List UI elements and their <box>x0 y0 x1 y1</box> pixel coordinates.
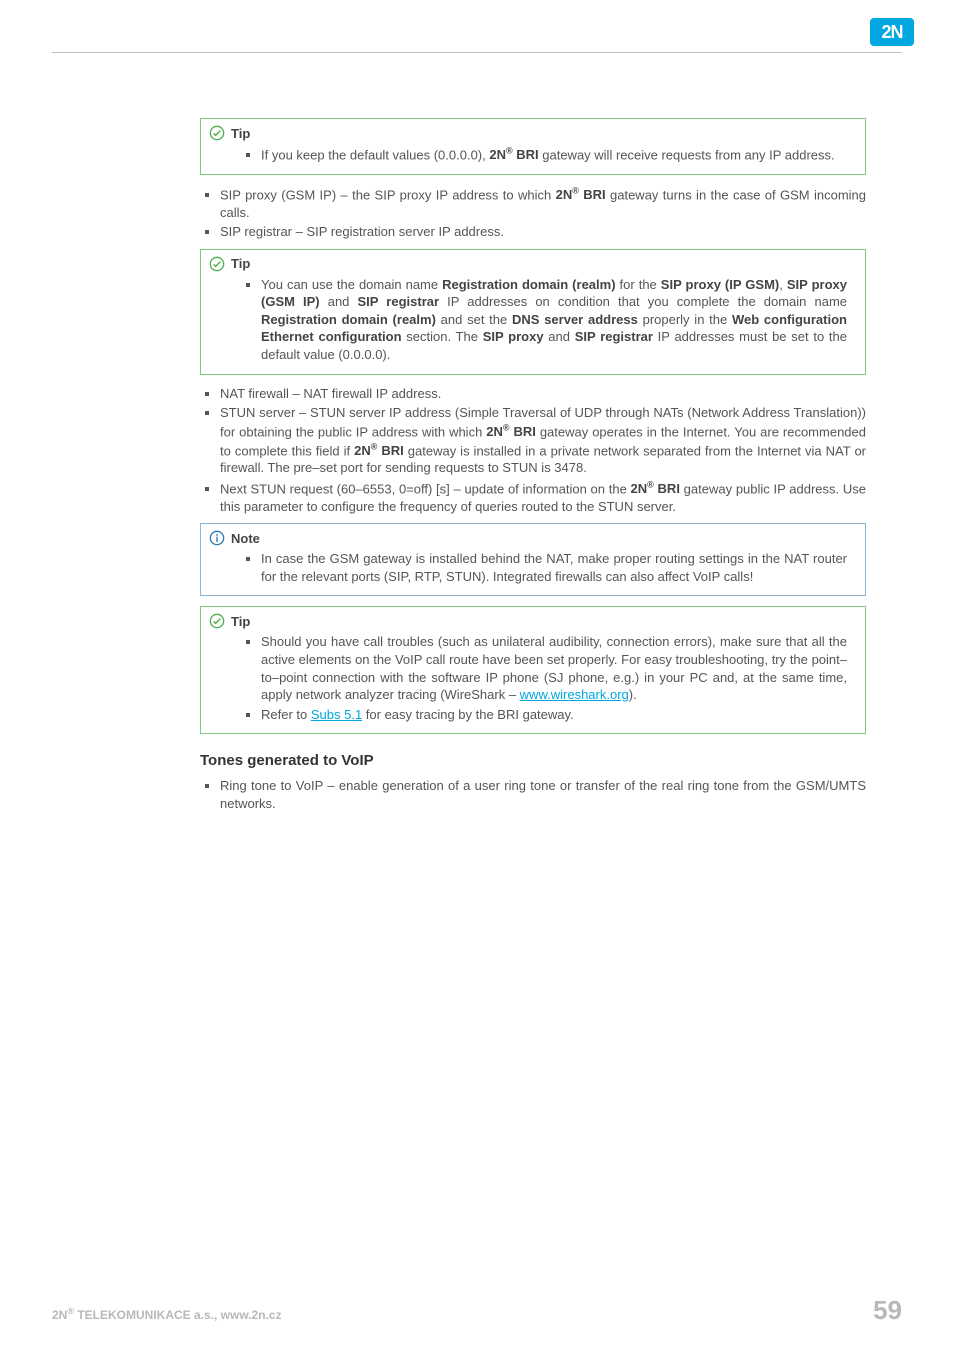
text: TELEKOMUNIKACE a.s., www.2n.cz <box>74 1308 282 1322</box>
text: SIP proxy (GSM IP) – the SIP proxy IP ad… <box>220 187 556 202</box>
text: You can use the domain name <box>261 277 442 292</box>
tip-label: Tip <box>231 126 250 141</box>
text: and <box>544 329 575 344</box>
tip-list: You can use the domain name Registration… <box>261 276 847 364</box>
text: gateway will receive requests from any I… <box>539 147 835 162</box>
registered-mark: ® <box>647 480 654 490</box>
list-item: Refer to Subs 5.1 for easy tracing by th… <box>261 706 847 724</box>
list-item: SIP registrar – SIP registration server … <box>220 223 866 241</box>
check-circle-icon <box>209 256 225 272</box>
text: SIP proxy (IP GSM) <box>661 277 779 292</box>
body-list: Ring tone to VoIP – enable generation of… <box>220 777 866 812</box>
text: 2N <box>52 1308 67 1322</box>
footer-left: 2N® TELEKOMUNIKACE a.s., www.2n.cz <box>52 1306 282 1322</box>
info-circle-icon <box>209 530 225 546</box>
check-circle-icon <box>209 125 225 141</box>
text: BRI <box>513 147 539 162</box>
callout-title: Tip <box>201 119 865 143</box>
brand-logo: 2N <box>870 18 914 46</box>
text: BRI <box>377 443 403 458</box>
body-list: NAT firewall – NAT firewall IP address. … <box>220 385 866 516</box>
body-list: SIP proxy (GSM IP) – the SIP proxy IP ad… <box>220 185 866 241</box>
section-heading: Tones generated to VoIP <box>200 752 866 769</box>
note-callout: Note In case the GSM gateway is installe… <box>200 523 866 596</box>
text: for easy tracing by the BRI gateway. <box>362 707 573 722</box>
check-circle-icon <box>209 613 225 629</box>
registered-mark: ® <box>503 423 510 433</box>
tip-list: If you keep the default values (0.0.0.0)… <box>261 145 847 164</box>
tip-callout: Tip Should you have call troubles (such … <box>200 606 866 734</box>
text: for the <box>616 277 661 292</box>
registered-mark: ® <box>67 1306 74 1316</box>
list-item: If you keep the default values (0.0.0.0)… <box>261 145 847 164</box>
text: and <box>320 294 358 309</box>
text: BRI <box>510 424 536 439</box>
list-item: SIP proxy (GSM IP) – the SIP proxy IP ad… <box>220 185 866 221</box>
text: properly in the <box>638 312 732 327</box>
page-footer: 2N® TELEKOMUNIKACE a.s., www.2n.cz 59 <box>52 1295 902 1326</box>
callout-title: Tip <box>201 607 865 631</box>
note-list: In case the GSM gateway is installed beh… <box>261 550 847 585</box>
callout-title: Note <box>201 524 865 548</box>
text: and set the <box>436 312 512 327</box>
text: 2N <box>489 147 506 162</box>
registered-mark: ® <box>572 186 579 196</box>
text: , <box>779 277 787 292</box>
page-number: 59 <box>873 1295 902 1326</box>
text: SIP registrar <box>358 294 440 309</box>
text: 2N <box>354 443 371 458</box>
list-item: You can use the domain name Registration… <box>261 276 847 364</box>
text: Refer to <box>261 707 311 722</box>
list-item: Should you have call troubles (such as u… <box>261 633 847 703</box>
callout-title: Tip <box>201 250 865 274</box>
text: BRI <box>579 187 606 202</box>
list-item: Ring tone to VoIP – enable generation of… <box>220 777 866 812</box>
note-label: Note <box>231 531 260 546</box>
text: 2N <box>556 187 573 202</box>
tip-callout: Tip If you keep the default values (0.0.… <box>200 118 866 175</box>
tip-label: Tip <box>231 256 250 271</box>
list-item: Next STUN request (60–6553, 0=off) [s] –… <box>220 479 866 515</box>
header-rule <box>52 52 902 53</box>
list-item: NAT firewall – NAT firewall IP address. <box>220 385 866 403</box>
text: Registration domain (realm) <box>261 312 436 327</box>
text: If you keep the default values (0.0.0.0)… <box>261 147 489 162</box>
list-item: STUN server – STUN server IP address (Si… <box>220 404 866 477</box>
text: BRI <box>654 481 680 496</box>
text: 2N <box>631 481 648 496</box>
page: 2N Tip If you keep the default values (0… <box>0 0 954 1350</box>
text: 2N <box>486 424 503 439</box>
brand-logo-text: 2N <box>881 22 902 43</box>
text: SIP registrar <box>575 329 653 344</box>
text: section. The <box>402 329 483 344</box>
tip-list: Should you have call troubles (such as u… <box>261 633 847 723</box>
list-item: In case the GSM gateway is installed beh… <box>261 550 847 585</box>
text: Registration domain (realm) <box>442 277 615 292</box>
text: SIP proxy <box>483 329 544 344</box>
registered-mark: ® <box>506 146 513 156</box>
text: ). <box>629 687 637 702</box>
subs-link[interactable]: Subs 5.1 <box>311 707 362 722</box>
wireshark-link[interactable]: www.wireshark.org <box>520 687 629 702</box>
tip-label: Tip <box>231 614 250 629</box>
text: DNS server address <box>512 312 638 327</box>
text: Next STUN request (60–6553, 0=off) [s] –… <box>220 481 631 496</box>
tip-callout: Tip You can use the domain name Registra… <box>200 249 866 375</box>
content-column: Tip If you keep the default values (0.0.… <box>200 110 866 820</box>
text: IP addresses on condition that you compl… <box>439 294 847 309</box>
